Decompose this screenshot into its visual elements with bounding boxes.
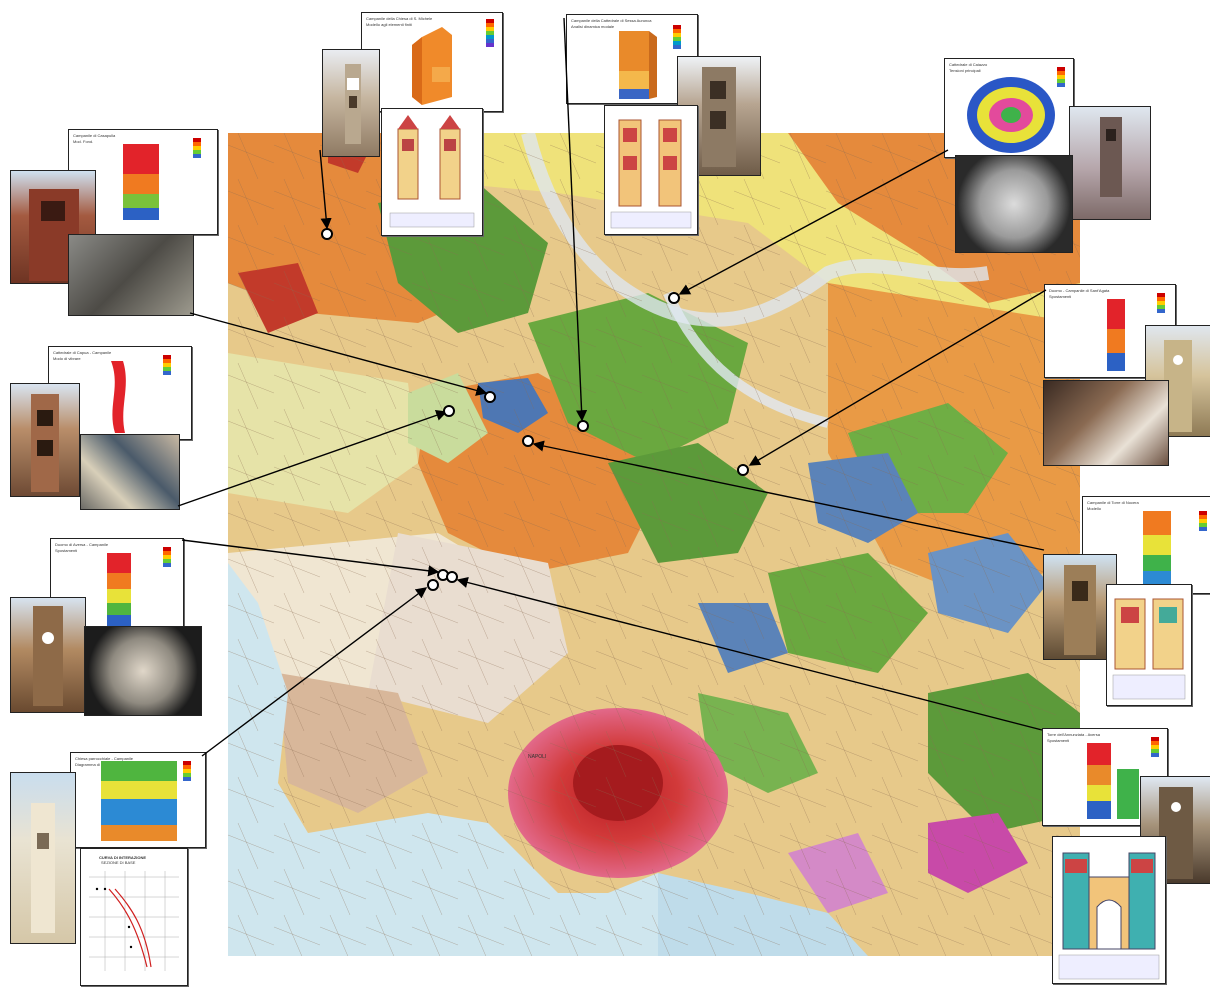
- card-subtitle: Analisi dinamica modale: [571, 24, 615, 29]
- microscope-photo[interactable]: [80, 434, 180, 510]
- color-legend: [673, 25, 681, 49]
- map-place-label: NAPOLI: [528, 754, 546, 760]
- tower-model-icon: [111, 361, 126, 433]
- endoscopy-photo[interactable]: [84, 626, 202, 716]
- interaction-chart-card[interactable]: CURVA DI INTERAZIONE SEZIONE DI BASE: [80, 848, 188, 986]
- color-legend: [1057, 67, 1065, 87]
- inspection-photo[interactable]: [1043, 380, 1169, 466]
- color-legend: [1157, 293, 1165, 313]
- card-subtitle: Mod. Fond.: [73, 139, 94, 144]
- endoscopy-photo[interactable]: [955, 155, 1073, 253]
- card-subtitle: Modello agli elementi finiti: [366, 22, 412, 27]
- chart-subtitle: SEZIONE DI BASE: [101, 860, 136, 865]
- tower-elevation-icon: [389, 115, 475, 228]
- bell-tower-photo[interactable]: [10, 383, 80, 497]
- color-legend: [1199, 511, 1207, 531]
- tower-model-icon: [412, 27, 452, 105]
- tower-elevation-icon: [1112, 598, 1186, 700]
- bell-tower-photo[interactable]: [322, 49, 380, 157]
- card-title: Campanile della Cattedrale di Sessa Auru…: [571, 18, 652, 23]
- tower-model-icon: [619, 31, 657, 99]
- bell-tower-photo[interactable]: [10, 772, 76, 944]
- tower-elevation-icon: [610, 119, 692, 229]
- tower-model-icon: [1107, 299, 1125, 371]
- card-subtitle: Modello: [1087, 506, 1102, 511]
- bell-tower-photo[interactable]: [1043, 554, 1117, 660]
- tower-model-icon: [123, 144, 159, 220]
- card-subtitle: Diagramma di interazione: [75, 762, 121, 767]
- color-legend: [486, 19, 494, 47]
- card-title: Torre dell'Annunziata - Aversa: [1047, 732, 1100, 737]
- card-subtitle: Modo di vibrare: [53, 356, 81, 361]
- geological-map[interactable]: NAPOLI: [228, 133, 1080, 956]
- inspection-photo[interactable]: [68, 234, 194, 316]
- color-legend: [193, 138, 201, 158]
- card-title: Chiesa parrocchiale - Campanile: [75, 756, 134, 761]
- card-subtitle: Spostamenti: [55, 548, 78, 553]
- color-legend: [163, 355, 171, 375]
- fem-model-card[interactable]: Campanile della Cattedrale di Sessa Auru…: [566, 14, 698, 104]
- card-subtitle: Spostamenti: [1047, 738, 1070, 743]
- elevation-drawing-card[interactable]: [381, 108, 483, 236]
- elevation-drawing-card[interactable]: [604, 105, 698, 235]
- card-title: Campanile di Casapulla: [73, 133, 116, 138]
- color-legend: [1151, 737, 1159, 757]
- card-subtitle: Tensioni principali: [949, 68, 981, 73]
- tower-model-icon: [101, 761, 177, 841]
- card-title: Duomo di Aversa - Campanile: [55, 542, 109, 547]
- tower-model-icon: [1143, 511, 1171, 585]
- stress-model-card[interactable]: Cattedrale di Caiazzo Tensioni principal…: [944, 58, 1074, 158]
- dome-stress-icon: [967, 77, 1055, 153]
- card-title: Duomo - Campanile di Sant'Agata: [1049, 288, 1110, 293]
- card-title: Campanile della Chiesa di S. Michele: [366, 16, 433, 21]
- color-legend: [163, 547, 171, 567]
- interaction-curve-icon: [89, 871, 179, 971]
- bell-tower-photo[interactable]: [10, 170, 96, 284]
- fem-model-card[interactable]: Campanile della Chiesa di S. Michele Mod…: [361, 12, 503, 112]
- elevation-drawing-card[interactable]: [1106, 584, 1192, 706]
- card-title: Cattedrale di Capua - Campanile: [53, 350, 112, 355]
- fem-model-card[interactable]: Chiesa parrocchiale - Campanile Diagramm…: [70, 752, 206, 848]
- bell-tower-photo[interactable]: [10, 597, 86, 713]
- card-subtitle: Spostamenti: [1049, 294, 1072, 299]
- gate-elevation-icon: [1058, 852, 1160, 980]
- church-photo[interactable]: [1069, 106, 1151, 220]
- map-terrain: NAPOLI: [228, 133, 1080, 956]
- elevation-drawing-card[interactable]: [1052, 836, 1166, 984]
- chart-title: CURVA DI INTERAZIONE: [99, 855, 147, 860]
- tower-model-icon: [107, 553, 131, 631]
- card-title: Campanile di Torre di Nocera: [1087, 500, 1139, 505]
- card-title: Cattedrale di Caiazzo: [949, 62, 988, 67]
- tower-model-icon: [1087, 743, 1139, 819]
- color-legend: [183, 761, 191, 781]
